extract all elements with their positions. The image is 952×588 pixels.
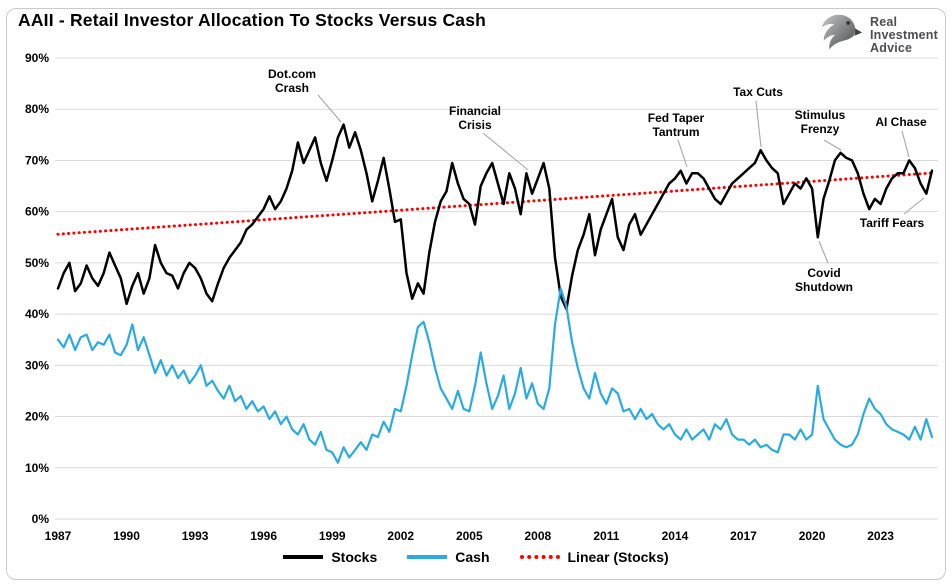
x-axis-label-1999: 1999: [319, 529, 346, 543]
legend-swatch-1: [407, 555, 448, 559]
x-axis-label-2023: 2023: [867, 529, 894, 543]
legend-label-1: Cash: [455, 549, 490, 565]
brand-name: Real Investment Advice: [870, 16, 938, 55]
x-axis-label-2008: 2008: [524, 529, 551, 543]
legend-label-2: Linear (Stocks): [567, 549, 669, 565]
annotation-leader-6: [903, 197, 925, 215]
legend-swatch-0: [283, 555, 324, 559]
annotation-leader-5: [901, 130, 910, 158]
y-axis-label-40: 40%: [25, 307, 49, 321]
brand-line-3: Advice: [870, 41, 913, 55]
x-axis-label-2014: 2014: [662, 529, 689, 543]
annotation-covid-shutdown: Covid Shutdown: [795, 266, 853, 294]
x-axis-label-2011: 2011: [593, 529, 619, 543]
x-axis-label-2002: 2002: [387, 529, 414, 543]
y-axis-label-20: 20%: [25, 410, 49, 424]
annotation-financial-crisis: Financial Crisis: [449, 104, 501, 132]
y-axis-label-30: 30%: [25, 358, 49, 372]
y-axis-label-80: 80%: [25, 102, 49, 116]
annotation-leader-2: [677, 139, 688, 168]
x-axis-label-2017: 2017: [730, 529, 757, 543]
eagle-logo-icon: [817, 10, 863, 61]
brand-logo: Real Investment Advice: [817, 10, 938, 61]
annotation-fedtaper-tantrum: Fed Taper Tantrum: [648, 111, 705, 139]
series-line-cash: [56, 287, 934, 464]
y-axis-label-60: 60%: [25, 205, 49, 219]
legend-swatch-2: [519, 555, 560, 559]
x-axis-label-2020: 2020: [799, 529, 826, 543]
y-axis-label-10: 10%: [25, 461, 49, 475]
brand-line-2: Investment: [870, 28, 938, 42]
annotation-leader-4: [823, 139, 842, 151]
x-axis-label-1993: 1993: [182, 529, 209, 543]
y-axis-label-50: 50%: [25, 256, 49, 270]
x-axis-label-1996: 1996: [250, 529, 277, 543]
y-axis-label-90: 90%: [25, 51, 49, 65]
page-title: AAII - Retail Investor Allocation To Sto…: [18, 10, 487, 30]
brand-line-1: Real: [870, 15, 898, 29]
chart-legend: Stocks Cash Linear (Stocks): [0, 549, 952, 565]
annotation-leader-3: [755, 100, 762, 148]
x-axis-label-1990: 1990: [113, 529, 140, 543]
annotation-dotcom-crash: Dot.com Crash: [268, 67, 316, 95]
y-axis-label-0: 0%: [32, 512, 50, 526]
series-line-stocks: [56, 123, 934, 311]
x-axis-label-1987: 1987: [45, 529, 72, 543]
annotation-leader-7: [818, 240, 829, 264]
annotation-taxcuts: Tax Cuts: [733, 85, 783, 99]
legend-item-cash: Cash: [407, 549, 490, 565]
annotation-leader-0: [317, 94, 342, 123]
annotation-aichase: AI Chase: [875, 115, 927, 129]
annotation-stimulus-frenzy: Stimulus Frenzy: [795, 108, 846, 136]
annotation-tarifffears: Tariff Fears: [860, 216, 925, 230]
legend-label-0: Stocks: [331, 549, 378, 565]
x-axis-label-2005: 2005: [456, 529, 483, 543]
annotation-leader-1: [482, 132, 529, 171]
legend-item-linear-stocks-: Linear (Stocks): [519, 549, 669, 565]
trend-line-linear-stocks: [56, 171, 937, 236]
y-axis-label-70: 70%: [25, 153, 49, 167]
legend-item-stocks: Stocks: [283, 549, 377, 565]
